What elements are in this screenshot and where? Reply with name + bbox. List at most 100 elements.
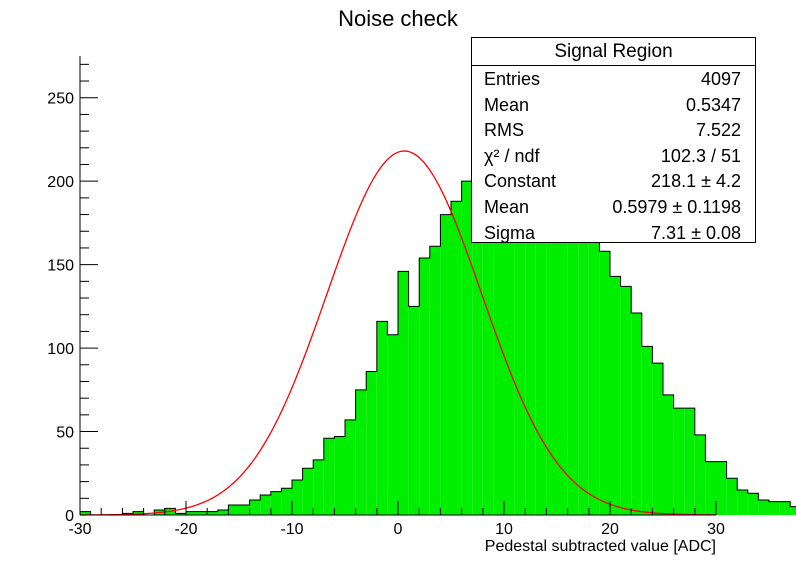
y-tick-label: 50 bbox=[56, 425, 74, 442]
histogram-bar bbox=[514, 151, 526, 515]
histogram-bar bbox=[493, 144, 504, 515]
histogram-bar bbox=[652, 363, 663, 515]
x-axis-title: Pedestal subtracted value [ADC] bbox=[484, 538, 716, 555]
histogram-bar bbox=[80, 511, 91, 515]
histogram-bar bbox=[588, 226, 600, 516]
stats-value: 102.3 / 51 bbox=[660, 145, 741, 166]
x-tick-label: 10 bbox=[495, 521, 513, 538]
histogram-bar bbox=[133, 511, 144, 515]
histogram-bar bbox=[758, 499, 769, 515]
histogram-bar bbox=[790, 506, 796, 515]
stats-row-mean: Mean 0.5347 bbox=[472, 92, 755, 118]
histogram-bar bbox=[472, 129, 483, 515]
histogram-bar bbox=[440, 214, 451, 515]
histogram-bar bbox=[451, 201, 462, 515]
histogram-bar bbox=[673, 408, 685, 515]
stats-label: Constant bbox=[484, 171, 557, 192]
stats-row-sigma: Sigma 7.31 ± 0.08 bbox=[472, 220, 755, 246]
histogram-bar bbox=[228, 504, 239, 515]
stats-row-chi2: χ² / ndf 102.3 / 51 bbox=[472, 143, 755, 169]
x-tick-label: -30 bbox=[68, 521, 91, 538]
histogram-bar bbox=[355, 389, 367, 515]
stats-value: 7.522 bbox=[695, 120, 741, 141]
histogram-bar bbox=[663, 394, 674, 515]
stats-box: Signal Region Entries 4097 Mean 0.5347 R… bbox=[471, 37, 756, 243]
histogram-bar bbox=[747, 493, 759, 515]
stats-value: 4097 bbox=[700, 69, 741, 89]
y-tick-label: 100 bbox=[47, 341, 74, 358]
histogram-bar bbox=[504, 132, 515, 515]
chart-title: Noise check bbox=[338, 6, 458, 31]
x-tick-label: -10 bbox=[280, 521, 303, 538]
histogram-bar bbox=[186, 511, 197, 515]
x-tick-label: 0 bbox=[394, 521, 403, 538]
histogram-bar bbox=[175, 513, 186, 515]
histogram-bar bbox=[716, 461, 727, 515]
histogram-bar bbox=[557, 161, 568, 516]
stats-value: 7.31 ± 0.08 bbox=[651, 222, 741, 243]
histogram-bar bbox=[578, 202, 589, 515]
histogram-bar bbox=[535, 159, 547, 515]
stats-value: 0.5347 bbox=[685, 94, 741, 115]
histogram-bar bbox=[482, 57, 494, 515]
histogram-bar bbox=[302, 468, 314, 515]
histogram-bar bbox=[398, 271, 409, 515]
stats-label: Mean bbox=[484, 196, 530, 217]
histogram-bar bbox=[281, 488, 292, 515]
histogram-bar bbox=[313, 459, 324, 515]
histogram-bar bbox=[408, 306, 420, 515]
histogram-bar bbox=[249, 499, 261, 515]
stats-header: Signal Region bbox=[472, 38, 755, 66]
histogram-bar bbox=[567, 184, 579, 515]
histogram-bar bbox=[345, 419, 356, 515]
stats-label: Entries bbox=[484, 69, 541, 89]
histogram-bar bbox=[684, 408, 695, 515]
stats-label: Sigma bbox=[484, 222, 536, 243]
histogram-bar bbox=[260, 494, 271, 515]
histogram-bar bbox=[525, 204, 536, 516]
histogram-bar bbox=[705, 461, 716, 515]
stats-row-rms: RMS 7.522 bbox=[472, 117, 755, 143]
histogram-bar bbox=[217, 509, 229, 515]
histogram-bar bbox=[334, 436, 345, 515]
histogram-bar bbox=[429, 246, 441, 515]
histogram-bar bbox=[726, 478, 738, 515]
histogram-bar bbox=[387, 334, 398, 515]
histogram-bar bbox=[641, 346, 653, 515]
stats-row-constant: Constant 218.1 ± 4.2 bbox=[472, 168, 755, 194]
stats-label: RMS bbox=[484, 120, 524, 141]
histogram-bar bbox=[461, 181, 473, 515]
histogram-bar bbox=[323, 438, 335, 515]
histogram-bar bbox=[694, 434, 706, 515]
histogram-bar bbox=[599, 251, 610, 515]
histogram-bar bbox=[610, 276, 621, 515]
histogram-bar bbox=[419, 257, 430, 515]
histogram-bar bbox=[769, 501, 780, 515]
histogram-bar bbox=[239, 504, 250, 515]
histogram-bar bbox=[196, 511, 208, 515]
stats-row-fit-mean: Mean 0.5979 ± 0.1198 bbox=[472, 194, 755, 220]
stats-value: 218.1 ± 4.2 bbox=[651, 171, 741, 192]
histogram-bar bbox=[620, 286, 632, 515]
y-tick-label: 0 bbox=[65, 508, 74, 525]
histogram-bar bbox=[631, 313, 642, 515]
y-tick-label: 200 bbox=[47, 174, 74, 191]
histogram-bar bbox=[270, 491, 282, 515]
stats-label: Mean bbox=[484, 94, 530, 115]
x-tick-label: -20 bbox=[174, 521, 197, 538]
x-tick-label: 30 bbox=[707, 521, 725, 538]
histogram-bar bbox=[376, 321, 388, 515]
histogram-bar bbox=[207, 511, 218, 515]
histogram-bar bbox=[546, 197, 557, 515]
histogram-bar bbox=[292, 479, 303, 515]
histogram-bar bbox=[779, 501, 791, 515]
histogram-bar bbox=[366, 371, 377, 515]
stats-value: 0.5979 ± 0.1198 bbox=[612, 196, 741, 217]
stats-label: χ² / ndf bbox=[484, 145, 540, 166]
stats-row-entries: Entries 4097 bbox=[472, 66, 755, 92]
x-tick-label: 20 bbox=[601, 521, 619, 538]
y-tick-label: 250 bbox=[47, 91, 74, 108]
histogram-bar bbox=[737, 489, 748, 515]
y-tick-label: 150 bbox=[47, 258, 74, 275]
